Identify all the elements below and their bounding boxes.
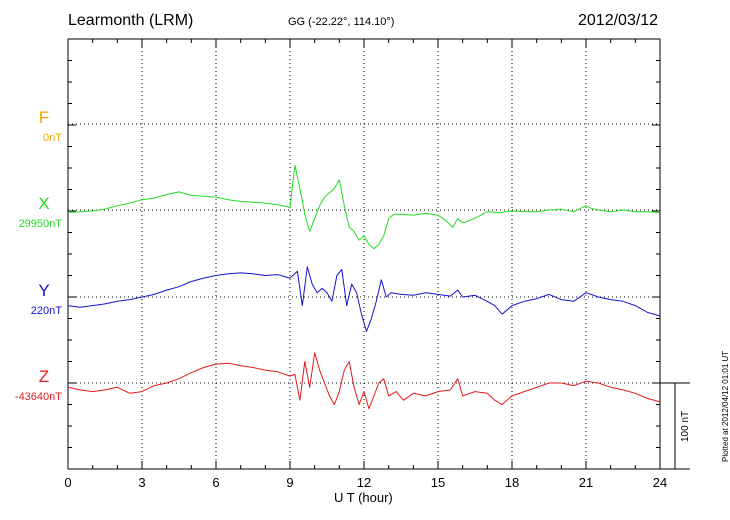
component-x-label: X [24,194,64,214]
x-tick-label: 3 [138,475,145,490]
component-f-baseline: 0nT [43,132,62,144]
series-z-line [67,352,661,410]
x-tick-label: 15 [431,475,445,490]
component-y-name: Y [38,281,50,300]
x-tick-label: 21 [579,475,593,490]
scale-bar-label: 100 nT [680,410,691,442]
x-tick-label: 24 [653,475,667,490]
date-label: 2012/03/12 [578,12,659,29]
component-z-name: Z [38,367,50,386]
series-x-line [67,164,661,250]
component-y-label: Y [24,281,64,301]
component-y-baseline: 220nT [30,305,62,317]
grid-lines [68,39,660,469]
component-x-name: X [38,194,50,213]
series-y-line [67,266,661,332]
series-layer [67,164,661,410]
component-x-baseline: 29950nT [18,218,62,230]
component-z-label: Z [24,367,64,387]
component-z-baseline: -43640nT [14,391,62,403]
component-f-name: F [38,108,50,127]
x-axis-label: U T (hour) [334,490,393,505]
axis-ticks: 0 3 6 9 12 15 18 21 24 [64,39,667,490]
x-tick-label: 6 [212,475,219,490]
x-tick-label: 12 [357,475,371,490]
station-title: Learmonth (LRM) [68,12,194,29]
plotted-timestamp: Plotted at 2012/04/12 01:01 UT [721,350,730,462]
x-tick-label: 0 [64,475,71,490]
component-f-label: F [24,108,64,128]
x-tick-label: 9 [286,475,293,490]
coordinates-label: GG (-22.22°, 114.10°) [288,16,395,28]
x-tick-label: 18 [505,475,519,490]
